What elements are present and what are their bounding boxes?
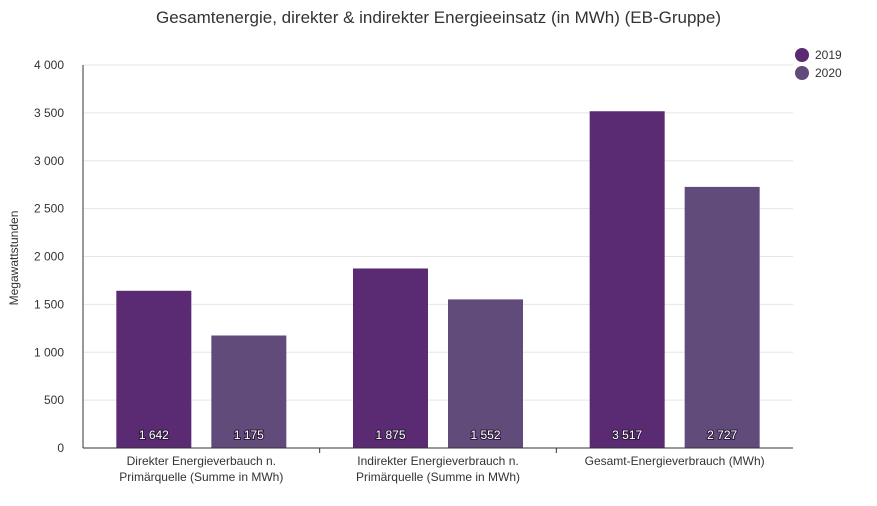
y-tick-label: 1 500 bbox=[34, 297, 64, 311]
bar-2019-0 bbox=[116, 290, 192, 448]
y-tick-label: 0 bbox=[57, 441, 64, 455]
bar-2020-2 bbox=[684, 186, 760, 448]
x-category-label: Gesamt-Energieverbrauch (MWh) bbox=[585, 454, 765, 468]
data-labels: 1 642 1 175 1 875 1 552 3 517 2 727 bbox=[138, 427, 739, 443]
y-tick-labels: 0 500 1 000 1 500 2 000 2 500 3 000 3 500 4 000 bbox=[34, 58, 64, 455]
y-tick-label: 2 000 bbox=[34, 250, 64, 264]
chart-title: Gesamtenergie, direkter & indirekter Ene… bbox=[156, 8, 721, 27]
data-label: 1 875 bbox=[375, 428, 405, 442]
bar-2020-1 bbox=[448, 299, 523, 448]
x-category-label: Indirekter Energieverbrauch n. bbox=[357, 454, 518, 468]
bar-2020-0 bbox=[211, 335, 287, 448]
y-tick-label: 3 500 bbox=[34, 106, 64, 120]
x-category-label: Primärquelle (Summe in MWh) bbox=[119, 470, 283, 484]
data-label: 1 642 bbox=[139, 428, 169, 442]
legend-marker-2019 bbox=[795, 48, 809, 62]
data-label: 1 552 bbox=[470, 428, 500, 442]
y-tick-label: 3 000 bbox=[34, 154, 64, 168]
bars bbox=[116, 111, 760, 448]
axes bbox=[82, 65, 793, 453]
y-tick-label: 2 500 bbox=[34, 202, 64, 216]
y-tick-label: 1 000 bbox=[34, 345, 64, 359]
y-axis-title: Megawattstunden bbox=[7, 211, 21, 306]
legend-label-2020: 2020 bbox=[815, 66, 842, 80]
bar-2019-1 bbox=[353, 268, 428, 448]
legend-label-2019: 2019 bbox=[815, 48, 842, 62]
data-label: 3 517 bbox=[612, 428, 642, 442]
x-category-label: Primärquelle (Summe in MWh) bbox=[356, 470, 520, 484]
legend: 2019 2020 bbox=[795, 48, 842, 80]
bar-2019-2 bbox=[589, 111, 665, 448]
data-label: 2 727 bbox=[707, 428, 737, 442]
data-label: 1 175 bbox=[234, 428, 264, 442]
y-tick-label: 500 bbox=[44, 393, 64, 407]
x-category-labels: Direkter Energieverbauch n. Primärquelle … bbox=[119, 454, 764, 484]
y-tick-label: 4 000 bbox=[34, 58, 64, 72]
legend-marker-2020 bbox=[795, 66, 809, 80]
x-category-label: Direkter Energieverbauch n. bbox=[127, 454, 276, 468]
grid-lines bbox=[83, 64, 793, 401]
